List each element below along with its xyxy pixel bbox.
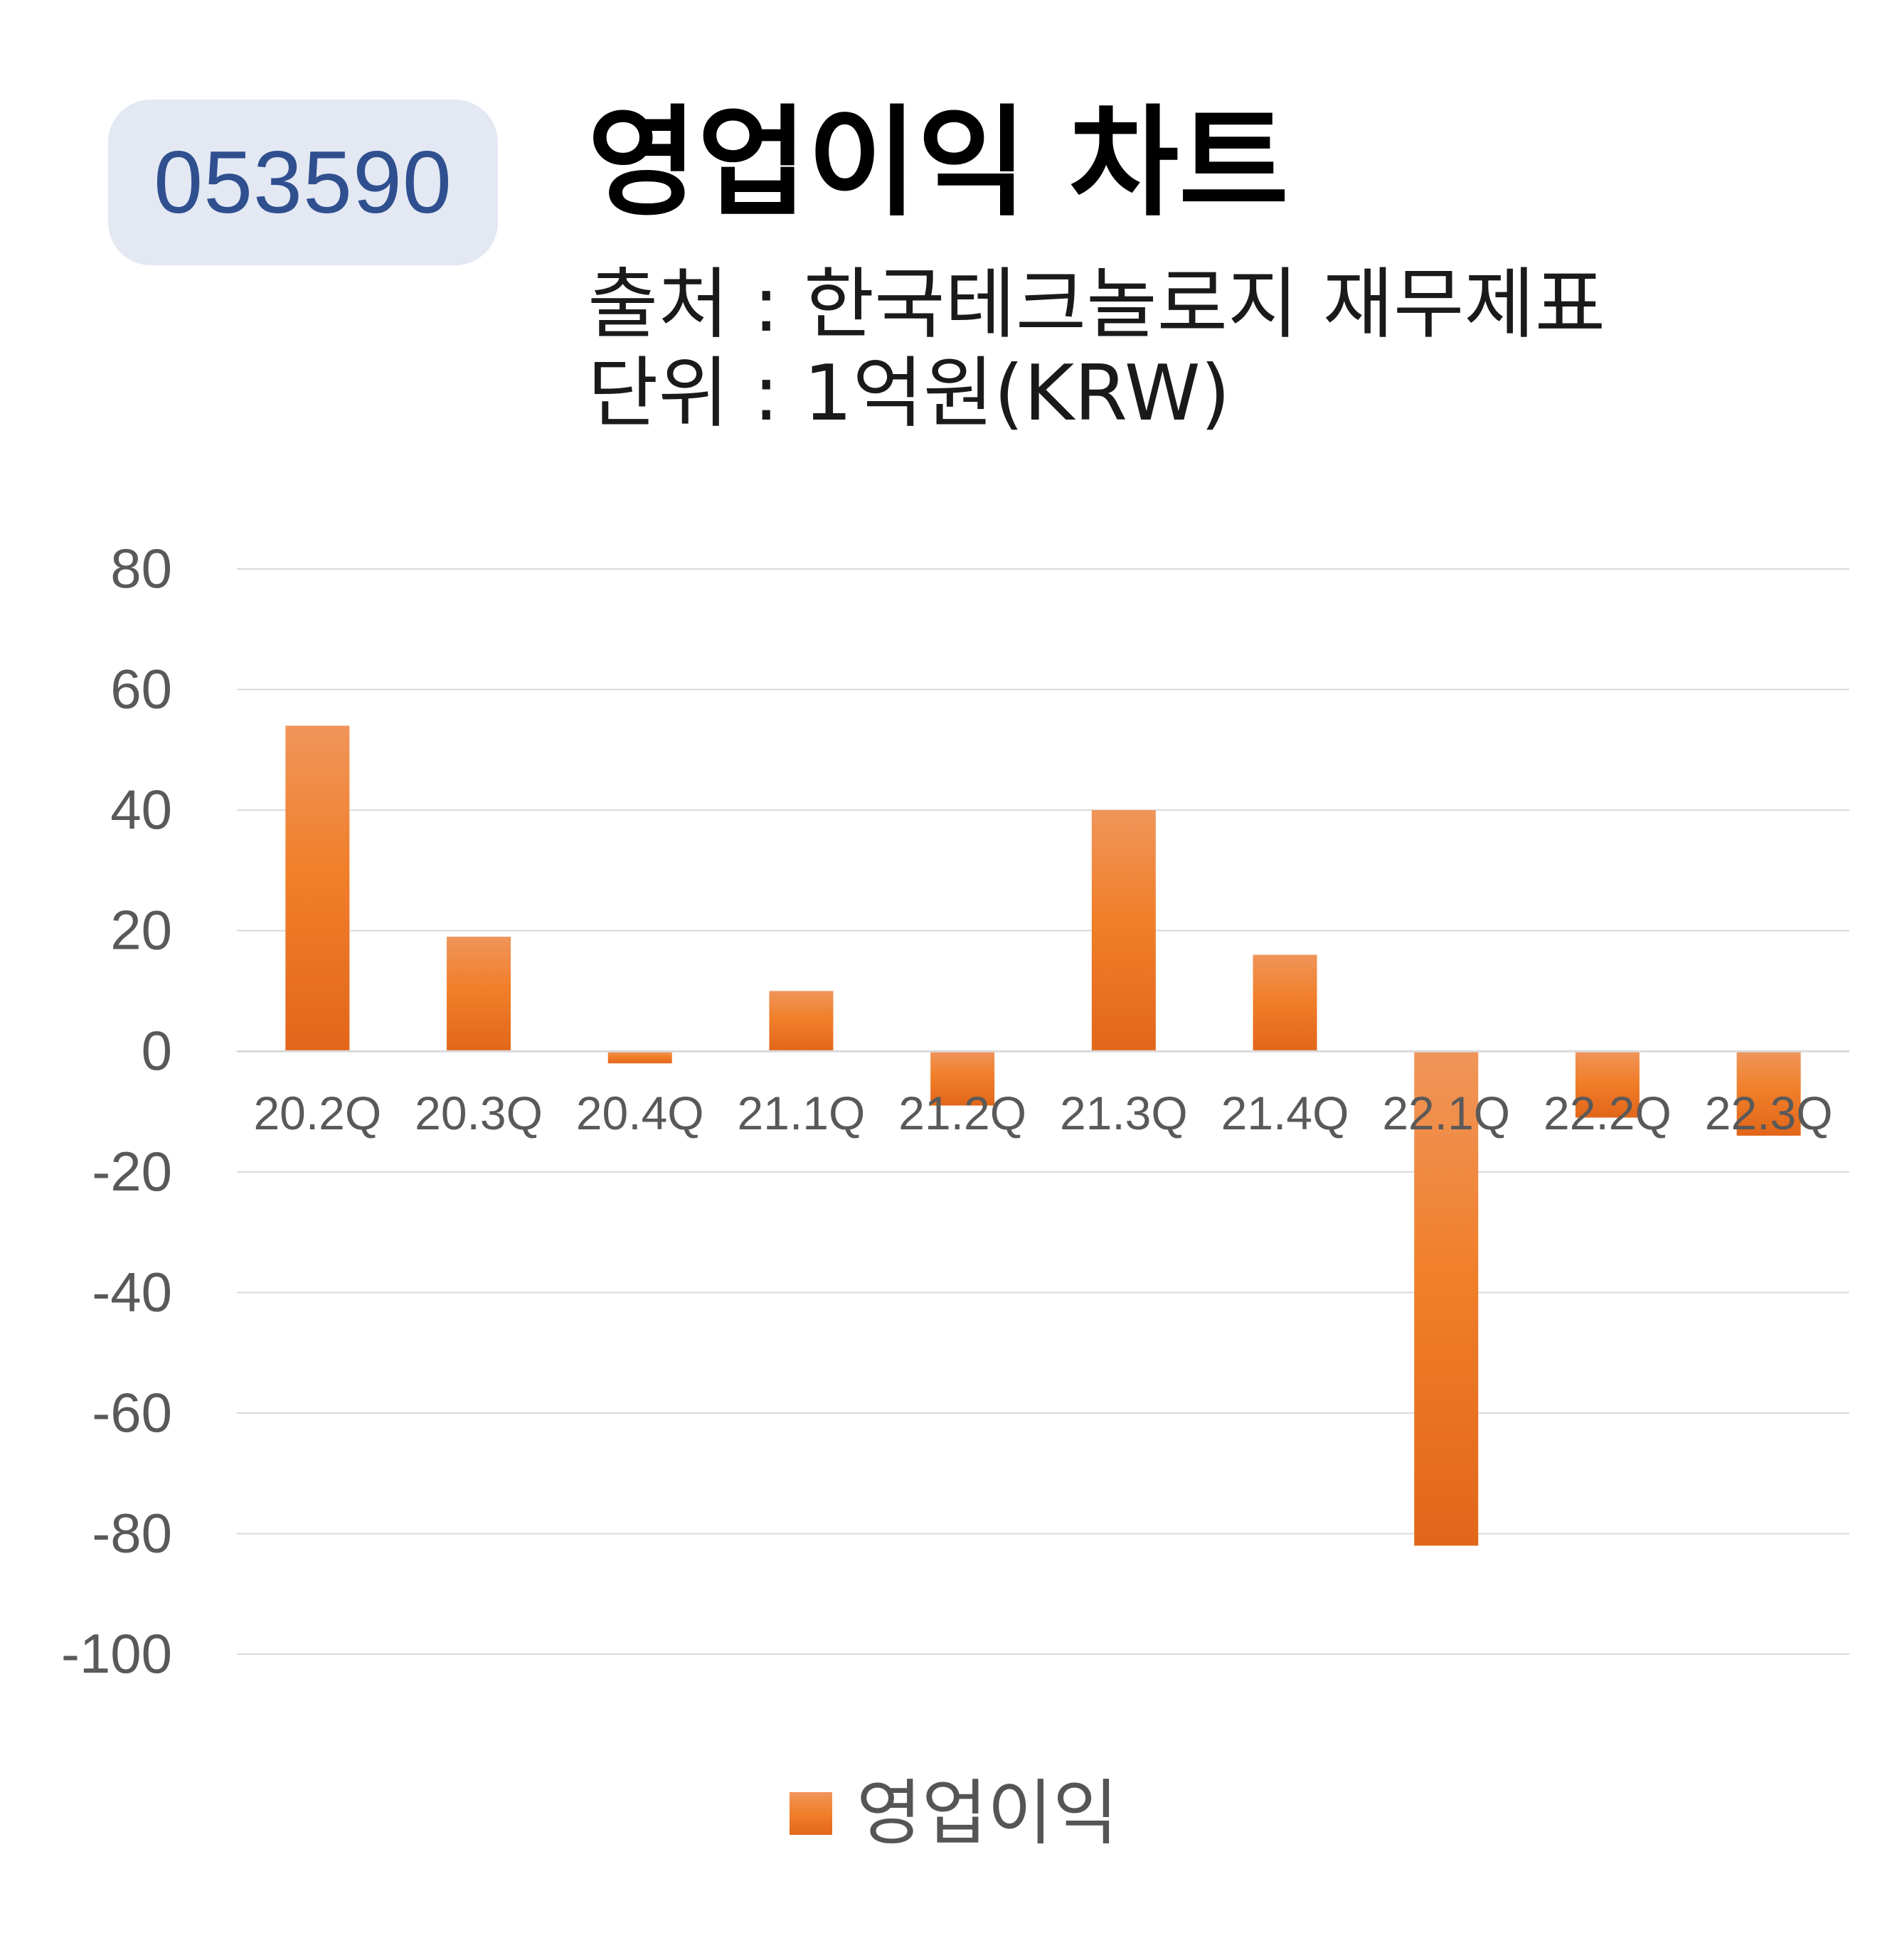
x-tick-label: 20.3Q	[415, 1087, 543, 1139]
x-tick-label: 21.4Q	[1221, 1087, 1349, 1139]
bar-22.2Q	[1575, 1051, 1640, 1118]
y-tick-label: 80	[110, 537, 172, 600]
legend-swatch	[790, 1792, 832, 1835]
bar-21.3Q	[1091, 810, 1156, 1052]
gridlines	[237, 568, 1849, 1655]
source-label: 출처 : 한국테크놀로지 재무제표	[588, 260, 1606, 349]
x-tick-label: 22.3Q	[1705, 1087, 1833, 1139]
bar-20.2Q	[285, 725, 350, 1052]
bar-21.1Q	[769, 991, 834, 1052]
stock-code-badge: 053590	[108, 100, 498, 265]
bars	[285, 725, 1801, 1546]
bar-22.1Q	[1414, 1051, 1479, 1546]
y-tick-label: -100	[61, 1622, 172, 1685]
legend-label: 영업이익	[856, 1772, 1118, 1855]
y-tick-label: -60	[92, 1381, 172, 1444]
y-tick-label: -80	[92, 1501, 172, 1564]
x-tick-labels: 20.2Q 20.3Q 20.4Q 21.1Q 21.2Q 21.3Q 21.4Q 22.1Q…	[253, 1087, 1832, 1139]
y-tick-label: -20	[92, 1140, 172, 1203]
bar-20.3Q	[447, 937, 511, 1052]
x-tick-label: 21.1Q	[738, 1087, 866, 1139]
bar-21.4Q	[1253, 954, 1317, 1052]
y-tick-label: 40	[110, 778, 172, 841]
y-tick-labels: 80 60 40 20 0 -20 -40 -60 -80 -100	[61, 537, 172, 1685]
legend: 영업이익	[790, 1778, 1118, 1849]
stock-code: 053590	[154, 133, 452, 232]
y-tick-label: 20	[110, 899, 172, 962]
bar-20.4Q	[607, 1051, 672, 1064]
bar-21.2Q	[930, 1051, 995, 1106]
x-tick-label: 20.2Q	[253, 1087, 381, 1139]
x-tick-label: 22.2Q	[1543, 1087, 1672, 1139]
x-tick-label: 21.3Q	[1060, 1087, 1188, 1139]
y-tick-label: -40	[92, 1260, 172, 1323]
chart-title: 영업이익 차트	[588, 93, 1289, 233]
x-tick-label: 20.4Q	[576, 1087, 704, 1139]
bar-22.3Q	[1736, 1051, 1801, 1136]
y-tick-label: 0	[142, 1019, 172, 1082]
unit-label: 단위 : 1억원(KRW)	[588, 349, 1231, 438]
x-tick-label: 22.1Q	[1382, 1087, 1510, 1139]
y-tick-label: 60	[110, 658, 172, 720]
x-tick-label: 21.2Q	[898, 1087, 1026, 1139]
